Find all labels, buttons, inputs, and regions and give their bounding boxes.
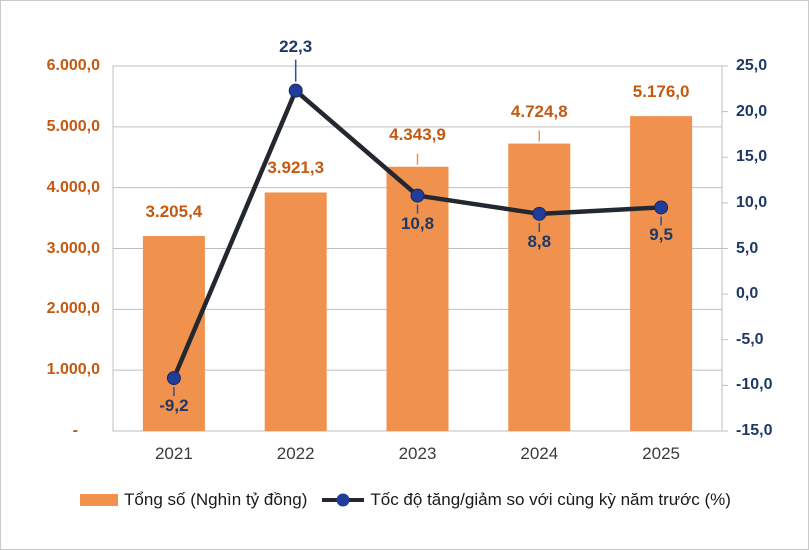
line-marker-2023 xyxy=(410,188,425,203)
legend-item-line: Tốc độ tăng/giảm so với cùng kỳ năm trướ… xyxy=(322,490,731,510)
line-marker-2021 xyxy=(166,371,181,386)
legend-line-label: Tốc độ tăng/giảm so với cùng kỳ năm trướ… xyxy=(370,490,731,509)
bar-2024 xyxy=(508,143,571,432)
legend: Tổng số (Nghìn tỷ đồng) Tốc độ tăng/giảm… xyxy=(1,490,808,510)
bar-2025 xyxy=(630,116,693,432)
legend-item-bar: Tổng số (Nghìn tỷ đồng) xyxy=(80,490,307,510)
legend-bar-label: Tổng số (Nghìn tỷ đồng) xyxy=(124,490,308,509)
bar-series-swatch-icon xyxy=(80,494,119,506)
line-marker-2022 xyxy=(288,83,303,98)
line-marker-2024 xyxy=(532,206,547,221)
line-series-swatch-icon xyxy=(322,493,365,507)
bar-2022 xyxy=(264,192,327,431)
line-marker-2025 xyxy=(654,200,669,215)
bar-2021 xyxy=(142,236,205,431)
legend-line-marker xyxy=(336,493,350,507)
